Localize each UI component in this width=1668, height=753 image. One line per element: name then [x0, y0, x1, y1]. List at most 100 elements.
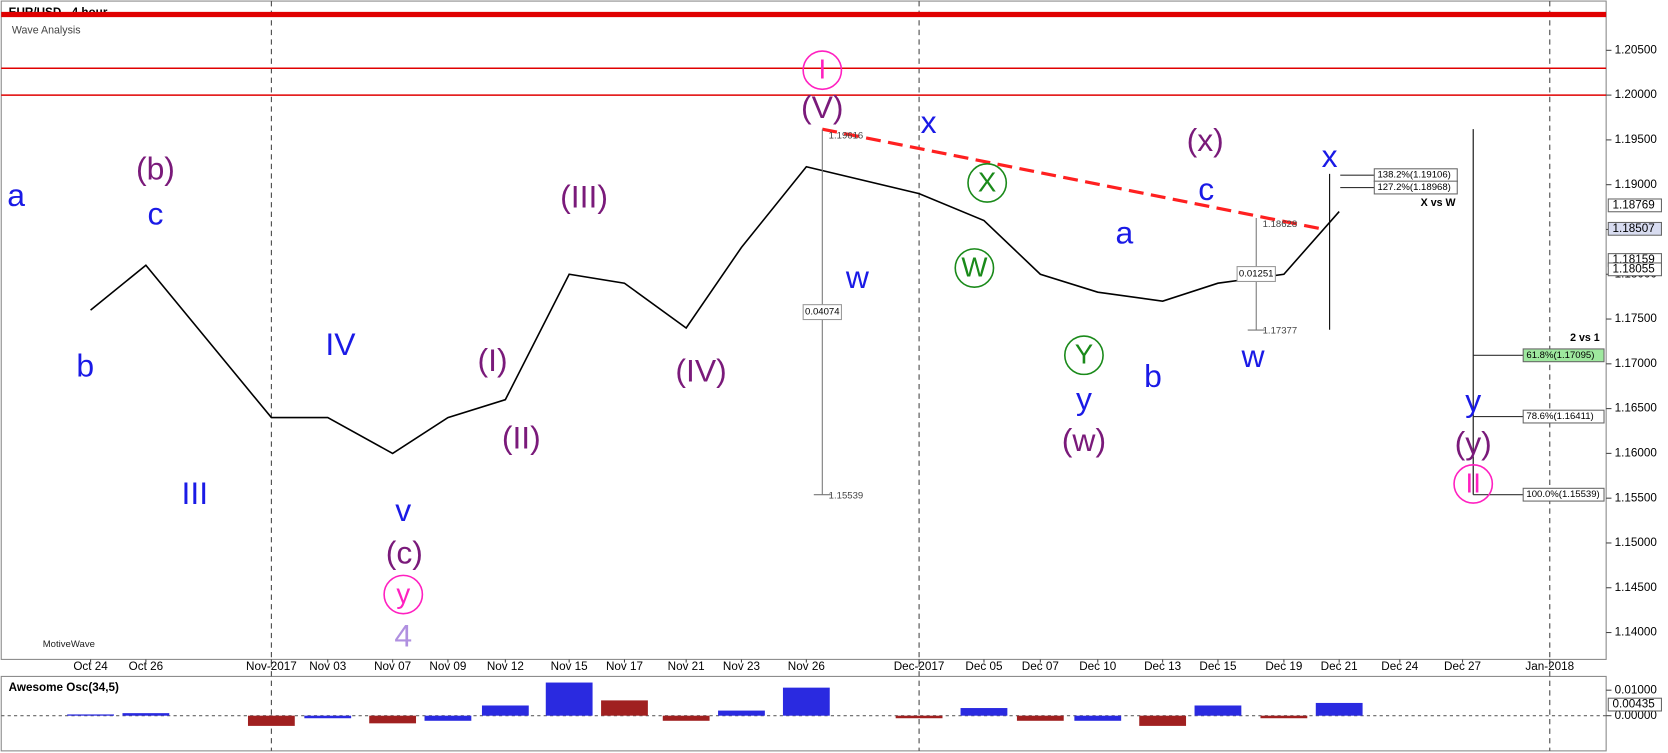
measure-box [802, 304, 842, 321]
x-tick-label: Nov 15 [551, 660, 589, 673]
wave-circle [383, 574, 424, 615]
osc-bar [601, 700, 648, 716]
price-tag [1607, 697, 1662, 712]
y-tick-label: 1.15000 [1615, 536, 1658, 549]
x-tick-label: Nov 17 [606, 660, 643, 673]
price-tag-label: 1.18507 [1613, 222, 1655, 235]
measure-size: 0.04074 [805, 307, 840, 318]
measure-label: 1.18628 [1263, 219, 1298, 230]
wave-circle [1063, 335, 1104, 376]
wave-label: y [1465, 383, 1481, 419]
wave-label: c [147, 195, 163, 231]
wave-label: X [978, 166, 996, 197]
wave-label: a [1115, 214, 1133, 250]
osc-bar [122, 713, 170, 716]
fib-box [1522, 409, 1605, 424]
wave-label: (w) [1062, 422, 1106, 458]
fib-box [1522, 348, 1605, 363]
fib-label: 78.6%(1.16411) [1526, 411, 1593, 422]
osc-bar [662, 715, 710, 721]
wave-label: (y) [1455, 425, 1492, 461]
y-tick-label: 0.00000 [1615, 709, 1658, 722]
y-tick-label: 1.19000 [1615, 178, 1658, 191]
osc-bar [481, 705, 529, 716]
osc-bar [545, 682, 593, 716]
x-tick-label: Dec 24 [1381, 660, 1419, 673]
fib-box [1522, 487, 1605, 502]
wave-label: (c) [386, 535, 423, 571]
price-tag-label: 0.00435 [1613, 698, 1656, 711]
osc-bar [1016, 715, 1064, 721]
note: X vs W [1421, 197, 1457, 209]
osc-bar [1194, 705, 1242, 716]
wave-label: c [1198, 171, 1214, 207]
chart-subtitle: Wave Analysis [12, 25, 81, 37]
osc-pane [0, 675, 1607, 752]
y-tick-label: 1.20000 [1615, 88, 1658, 101]
wave-label: v [395, 492, 411, 528]
x-tick-label: Nov 07 [374, 660, 411, 673]
wave-label: III [182, 475, 209, 511]
measure-label: 1.19616 [829, 130, 864, 141]
price-line [90, 165, 1340, 455]
osc-bar [782, 687, 830, 716]
y-tick-label: 0.01000 [1615, 683, 1658, 696]
y-tick-label: 1.19500 [1615, 133, 1658, 146]
wave-label: IV [325, 326, 356, 362]
measure-box [1236, 266, 1276, 283]
osc-bar [1260, 715, 1308, 719]
fib-label: 61.8%(1.17095) [1526, 350, 1594, 361]
trendline [821, 127, 1325, 232]
price-tag-label: 1.18055 [1613, 262, 1656, 275]
x-tick-label: Dec 13 [1144, 660, 1181, 673]
fib-label: 100.0%(1.15539) [1526, 489, 1599, 500]
fib-label: 138.2%(1.19106) [1377, 170, 1450, 181]
x-tick-label: Dec 21 [1321, 660, 1358, 673]
osc-bar [304, 715, 352, 719]
measure-size: 0.01251 [1239, 269, 1274, 280]
price-tag [1607, 198, 1662, 213]
wave-label: (b) [136, 151, 175, 187]
measure-label: 1.17377 [1263, 326, 1298, 337]
wave-circle [1453, 463, 1494, 504]
wave-label: y [396, 578, 410, 609]
x-tick-label: Nov 12 [487, 660, 524, 673]
y-tick-label: 1.20500 [1615, 43, 1658, 56]
x-tick-label: Oct 24 [73, 660, 108, 673]
osc-bar [67, 714, 114, 716]
y-tick-label: 1.16500 [1615, 402, 1658, 415]
note: 2 vs 1 [1570, 332, 1600, 344]
watermark: MotiveWave [43, 639, 95, 650]
y-tick-label: 1.17000 [1615, 357, 1658, 370]
wave-label: y [1076, 380, 1092, 416]
wave-label: (IV) [675, 353, 726, 389]
wave-label: W [961, 251, 987, 282]
y-tick-label: 1.15500 [1615, 491, 1658, 504]
fib-label: 127.2%(1.18968) [1377, 182, 1450, 193]
osc-bar [1139, 715, 1187, 726]
osc-bar [895, 715, 943, 719]
osc-bar [247, 715, 295, 726]
y-tick-label: 1.16000 [1615, 446, 1658, 459]
wave-label: w [1241, 338, 1266, 374]
measure-label: 1.15539 [829, 490, 864, 501]
x-tick-label: Jan-2018 [1525, 660, 1574, 673]
osc-bar [1315, 702, 1363, 716]
wave-label: b [76, 347, 94, 383]
x-tick-label: Dec-2017 [894, 660, 945, 673]
wave-label: (II) [502, 420, 541, 456]
osc-bar [960, 708, 1008, 716]
x-tick-label: Nov 09 [429, 660, 466, 673]
x-tick-label: Nov 21 [668, 660, 705, 673]
price-pane [0, 0, 1607, 660]
x-tick-label: Dec 27 [1444, 660, 1481, 673]
x-tick-label: Nov-2017 [246, 660, 297, 673]
x-tick-label: Nov 26 [788, 660, 825, 673]
wave-label: (x) [1187, 122, 1224, 158]
wave-circle [967, 162, 1008, 203]
wave-label: x [1322, 138, 1338, 174]
price-tag-label: 1.18769 [1613, 198, 1655, 211]
